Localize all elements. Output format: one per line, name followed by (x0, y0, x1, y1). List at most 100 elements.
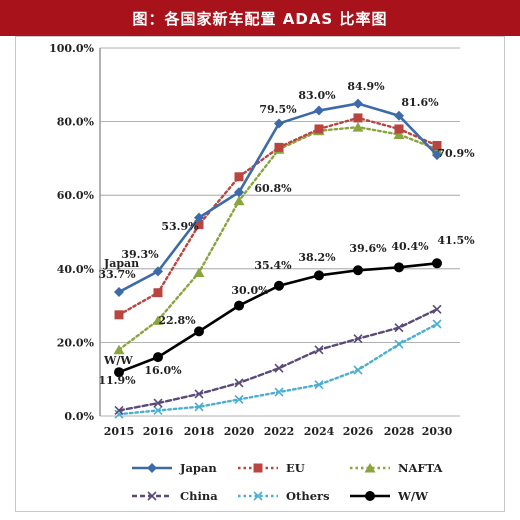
x-marker-stroke (432, 319, 442, 329)
data-point-ww (432, 258, 442, 269)
data-point-ww (194, 326, 204, 337)
legend-item-nafta: NAFTA (350, 461, 444, 475)
legend-item-china: China (132, 489, 218, 503)
data-point-china (314, 345, 324, 355)
data-label-ww: 39.6% (349, 242, 387, 255)
x-marker-stroke (234, 394, 244, 405)
data-point-others (353, 365, 363, 375)
legend-marker-others (253, 491, 263, 501)
legend-item-japan: Japan (132, 461, 217, 475)
data-point-ww (114, 367, 124, 378)
y-tick-label: 0.0% (64, 410, 94, 423)
series-others (114, 319, 442, 419)
data-point-eu (353, 113, 363, 123)
data-label-ww: 16.0% (144, 364, 182, 377)
data-label-japan: 84.9% (347, 80, 385, 93)
x-tick-label: 2018 (184, 425, 215, 438)
x-tick-label: 2022 (264, 425, 295, 438)
data-label-japan: 39.3% (121, 248, 159, 261)
data-point-japan (114, 286, 124, 297)
y-tick-label: 80.0% (57, 116, 95, 129)
data-point-nafta (393, 129, 405, 139)
data-label-ww: 41.5% (437, 234, 475, 247)
chart-title: 图：各国家新车配置 ADAS 比率图 (0, 0, 520, 36)
legend-item-eu: EU (238, 461, 305, 475)
data-label-ww: 40.4% (391, 240, 429, 253)
x-tick-label: 2015 (104, 425, 135, 438)
data-point-eu (153, 288, 163, 298)
data-point-eu (194, 220, 204, 230)
data-point-ww (153, 352, 163, 363)
data-point-china (353, 334, 363, 344)
data-label-japan: 60.8% (254, 182, 292, 195)
data-point-eu (114, 310, 124, 320)
x-marker-stroke (153, 398, 163, 408)
y-tick-label: 60.0% (57, 189, 95, 202)
data-point-others (153, 405, 163, 416)
legend-marker-nafta (364, 463, 376, 473)
x-marker-stroke (274, 363, 284, 373)
data-point-others (274, 387, 284, 397)
data-label-japan: 70.9% (437, 147, 475, 160)
data-point-nafta (352, 122, 364, 132)
data-label-ww: 35.4% (254, 259, 292, 272)
data-label-nafta: 22.8% (158, 314, 196, 327)
legend-marker-japan (147, 463, 157, 473)
data-label-ww: 38.2% (298, 251, 336, 264)
data-point-china (194, 389, 204, 399)
data-point-nafta (113, 344, 125, 355)
legend-label-ww: W/W (397, 489, 429, 503)
data-label-japan: 81.6% (401, 96, 439, 109)
data-label-japan: 33.7% (98, 268, 136, 281)
data-point-china (153, 398, 163, 408)
x-tick-label: 2026 (343, 425, 374, 438)
data-point-others (194, 402, 204, 412)
legend-item-ww: W/W (350, 489, 429, 503)
data-point-japan (432, 150, 442, 161)
x-marker-stroke (314, 345, 324, 355)
x-tick-label: 2024 (304, 425, 335, 438)
x-marker-stroke (394, 323, 404, 333)
data-point-japan (314, 105, 324, 116)
x-marker-stroke (194, 402, 204, 412)
y-tick-label: 20.0% (57, 336, 95, 349)
x-tick-label: 2030 (422, 425, 453, 438)
data-point-japan (234, 187, 244, 198)
chart-frame (15, 36, 505, 512)
data-point-china (234, 378, 244, 388)
legend-label-china: China (180, 489, 218, 503)
legend-label-nafta: NAFTA (398, 461, 444, 475)
data-point-nafta (193, 267, 205, 277)
series-ww (114, 258, 442, 378)
legend-marker-china (147, 491, 157, 501)
x-marker-stroke (353, 334, 363, 344)
x-marker-stroke (253, 491, 263, 501)
data-point-others (114, 409, 124, 419)
legend-item-others: Others (238, 489, 330, 503)
data-point-japan (194, 212, 204, 223)
data-point-ww (234, 300, 244, 311)
data-point-ww (353, 265, 363, 276)
data-point-eu (432, 141, 442, 151)
x-marker-stroke (114, 409, 124, 419)
y-tick-label: 100.0% (49, 42, 94, 55)
x-marker-stroke (394, 339, 404, 349)
data-point-ww (274, 280, 284, 291)
data-point-china (394, 323, 404, 333)
data-point-japan (353, 98, 363, 109)
x-marker-stroke (432, 304, 442, 314)
legend-label-japan: Japan (179, 461, 217, 475)
series-eu (114, 113, 442, 320)
series-japan (114, 98, 442, 297)
data-point-ww (394, 262, 404, 273)
data-point-others (394, 339, 404, 349)
data-point-others (234, 394, 244, 405)
data-point-nafta (152, 315, 164, 325)
data-label-japan: 53.9% (161, 220, 199, 233)
data-point-china (432, 304, 442, 314)
series-china (114, 304, 442, 416)
x-marker-stroke (114, 405, 124, 416)
x-marker-stroke (353, 365, 363, 375)
data-label-ww: 11.9% (98, 374, 136, 387)
